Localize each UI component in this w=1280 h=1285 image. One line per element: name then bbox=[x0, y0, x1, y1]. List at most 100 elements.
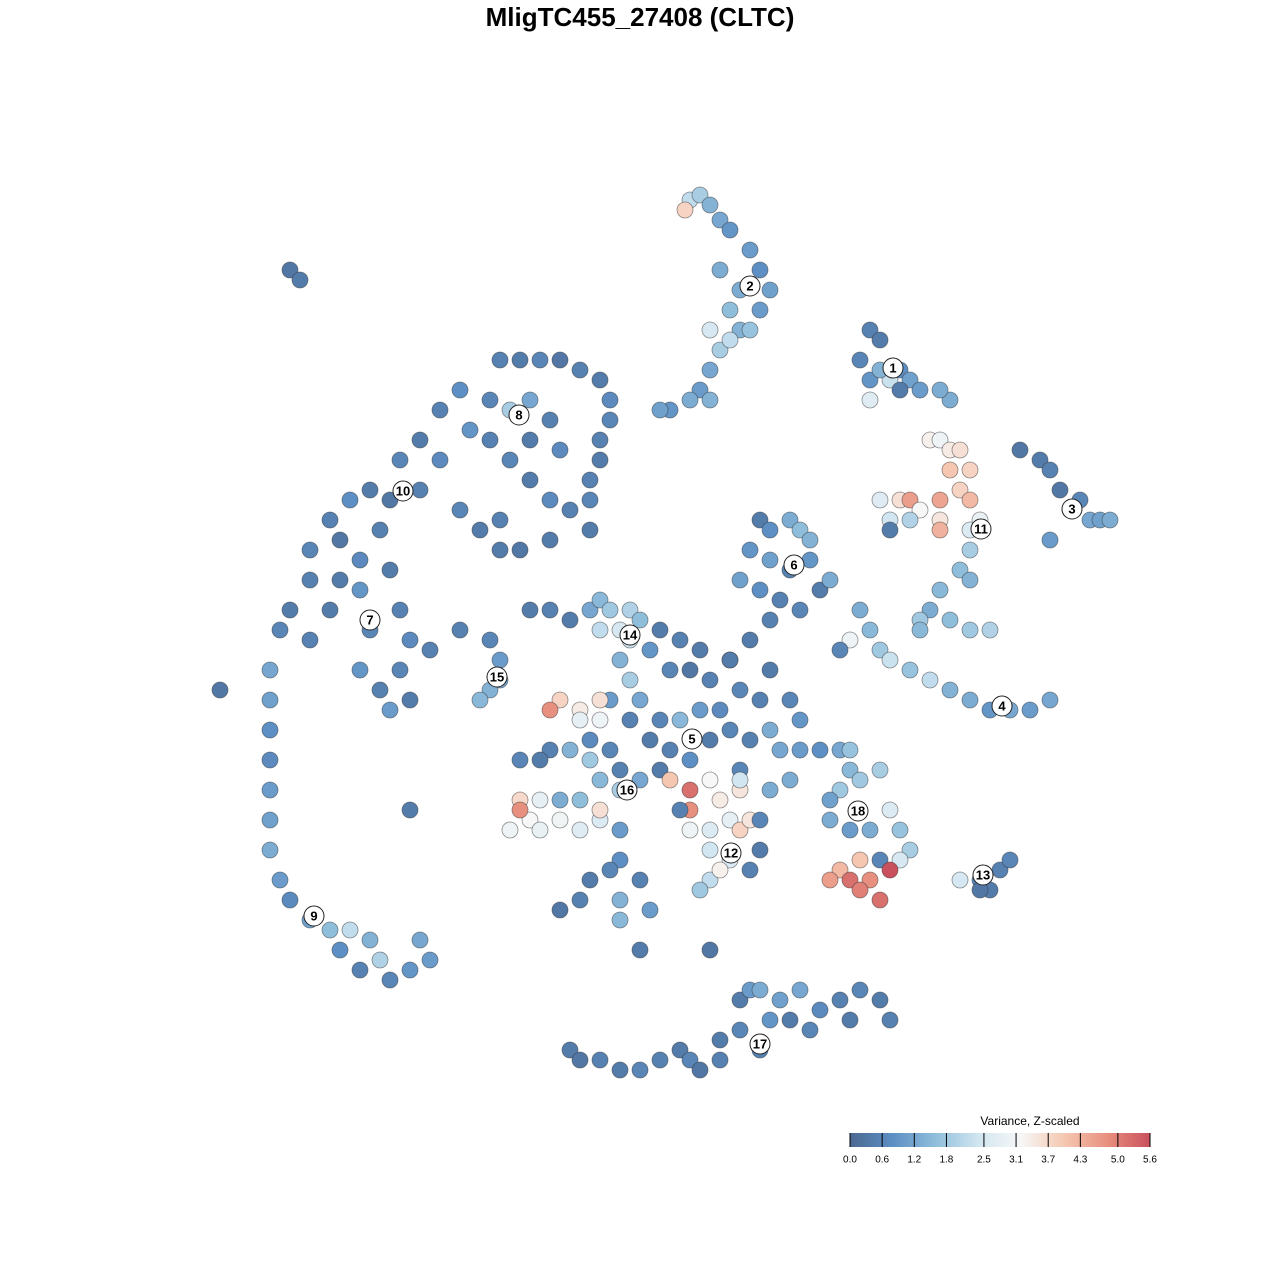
point bbox=[401, 961, 419, 979]
point bbox=[701, 321, 719, 339]
point bbox=[471, 521, 489, 539]
point bbox=[591, 771, 609, 789]
point bbox=[761, 1011, 779, 1029]
point bbox=[341, 491, 359, 509]
point bbox=[941, 391, 959, 409]
point bbox=[261, 781, 279, 799]
point bbox=[771, 591, 789, 609]
point bbox=[731, 771, 749, 789]
point bbox=[711, 791, 729, 809]
point bbox=[851, 771, 869, 789]
point bbox=[381, 971, 399, 989]
point bbox=[301, 631, 319, 649]
point bbox=[861, 321, 879, 339]
point bbox=[531, 351, 549, 369]
colorbar-tick-label: 3.7 bbox=[1041, 1155, 1055, 1166]
colorbar-tick-label: 2.5 bbox=[977, 1155, 991, 1166]
point bbox=[721, 811, 739, 829]
point bbox=[741, 241, 759, 259]
point bbox=[761, 721, 779, 739]
point bbox=[861, 371, 879, 389]
cluster-label: 3 bbox=[1068, 501, 1075, 516]
point bbox=[601, 411, 619, 429]
point bbox=[421, 951, 439, 969]
point bbox=[681, 661, 699, 679]
point bbox=[611, 911, 629, 929]
point bbox=[401, 801, 419, 819]
point bbox=[481, 391, 499, 409]
cluster-marker bbox=[783, 554, 805, 576]
point bbox=[891, 821, 909, 839]
point bbox=[561, 741, 579, 759]
point bbox=[811, 581, 829, 599]
point bbox=[691, 381, 709, 399]
point bbox=[911, 501, 929, 519]
point bbox=[861, 871, 879, 889]
point bbox=[701, 841, 719, 859]
point bbox=[701, 361, 719, 379]
point bbox=[491, 651, 509, 669]
point bbox=[901, 371, 919, 389]
point bbox=[681, 751, 699, 769]
point bbox=[691, 186, 709, 204]
cluster-marker bbox=[619, 624, 641, 646]
cluster-marker bbox=[749, 1033, 771, 1055]
point bbox=[281, 601, 299, 619]
point bbox=[641, 731, 659, 749]
point bbox=[611, 761, 629, 779]
point bbox=[731, 1021, 749, 1039]
point bbox=[521, 601, 539, 619]
point bbox=[261, 751, 279, 769]
point bbox=[871, 851, 889, 869]
point bbox=[861, 391, 879, 409]
point bbox=[721, 221, 739, 239]
point bbox=[591, 621, 609, 639]
point bbox=[531, 751, 549, 769]
point bbox=[331, 531, 349, 549]
point bbox=[761, 551, 779, 569]
point bbox=[321, 601, 339, 619]
colorbar-tick-label: 1.8 bbox=[939, 1155, 953, 1166]
point bbox=[791, 711, 809, 729]
cluster-marker bbox=[739, 275, 761, 297]
point bbox=[591, 691, 609, 709]
point bbox=[371, 951, 389, 969]
point bbox=[941, 611, 959, 629]
point bbox=[711, 211, 729, 229]
point bbox=[701, 731, 719, 749]
point bbox=[931, 491, 949, 509]
point bbox=[401, 691, 419, 709]
point bbox=[851, 851, 869, 869]
point bbox=[591, 1051, 609, 1069]
point bbox=[291, 271, 309, 289]
point bbox=[591, 711, 609, 729]
cluster-label: 9 bbox=[310, 908, 317, 923]
point bbox=[741, 731, 759, 749]
point bbox=[821, 871, 839, 889]
point bbox=[901, 511, 919, 529]
point bbox=[711, 861, 729, 879]
point bbox=[661, 661, 679, 679]
point bbox=[601, 861, 619, 879]
cluster-marker bbox=[1061, 498, 1083, 520]
point bbox=[951, 871, 969, 889]
point bbox=[921, 671, 939, 689]
point bbox=[931, 431, 949, 449]
cluster-label: 15 bbox=[490, 669, 504, 684]
point bbox=[611, 1061, 629, 1079]
point bbox=[411, 431, 429, 449]
point bbox=[591, 431, 609, 449]
point bbox=[611, 821, 629, 839]
point bbox=[781, 1011, 799, 1029]
point bbox=[301, 571, 319, 589]
point bbox=[371, 681, 389, 699]
point bbox=[551, 811, 569, 829]
point bbox=[691, 701, 709, 719]
point bbox=[551, 441, 569, 459]
point bbox=[961, 461, 979, 479]
point bbox=[321, 511, 339, 529]
point bbox=[961, 541, 979, 559]
point bbox=[581, 871, 599, 889]
cluster-label: 13 bbox=[976, 867, 990, 882]
point bbox=[691, 641, 709, 659]
